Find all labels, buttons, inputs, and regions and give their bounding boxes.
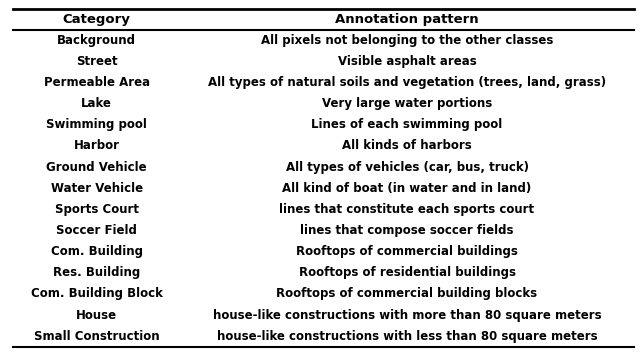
Text: All types of vehicles (car, bus, truck): All types of vehicles (car, bus, truck) — [285, 161, 529, 174]
Text: house-like constructions with less than 80 square meters: house-like constructions with less than … — [217, 330, 597, 342]
Text: Swimming pool: Swimming pool — [46, 118, 147, 131]
Text: Very large water portions: Very large water portions — [322, 97, 492, 110]
Text: Rooftops of commercial building blocks: Rooftops of commercial building blocks — [276, 287, 538, 300]
Text: Harbor: Harbor — [74, 139, 120, 152]
Text: All pixels not belonging to the other classes: All pixels not belonging to the other cl… — [261, 34, 553, 47]
Text: Sports Court: Sports Court — [54, 203, 139, 216]
Text: Lines of each swimming pool: Lines of each swimming pool — [312, 118, 502, 131]
Text: Visible asphalt areas: Visible asphalt areas — [338, 55, 476, 68]
Text: All kinds of harbors: All kinds of harbors — [342, 139, 472, 152]
Text: Com. Building: Com. Building — [51, 245, 143, 258]
Text: Annotation pattern: Annotation pattern — [335, 13, 479, 26]
Text: Com. Building Block: Com. Building Block — [31, 287, 163, 300]
Text: lines that compose soccer fields: lines that compose soccer fields — [300, 224, 514, 237]
Text: Lake: Lake — [81, 97, 112, 110]
Text: Rooftops of residential buildings: Rooftops of residential buildings — [298, 266, 515, 279]
Text: Small Construction: Small Construction — [34, 330, 159, 342]
Text: Res. Building: Res. Building — [53, 266, 140, 279]
Text: Category: Category — [63, 13, 131, 26]
Text: All kind of boat (in water and in land): All kind of boat (in water and in land) — [282, 182, 532, 195]
Text: house-like constructions with more than 80 square meters: house-like constructions with more than … — [212, 308, 602, 321]
Text: lines that constitute each sports court: lines that constitute each sports court — [280, 203, 534, 216]
Text: Permeable Area: Permeable Area — [44, 76, 150, 89]
Text: Street: Street — [76, 55, 117, 68]
Text: Background: Background — [57, 34, 136, 47]
Text: Soccer Field: Soccer Field — [56, 224, 137, 237]
Text: Rooftops of commercial buildings: Rooftops of commercial buildings — [296, 245, 518, 258]
Text: Ground Vehicle: Ground Vehicle — [46, 161, 147, 174]
Text: Water Vehicle: Water Vehicle — [51, 182, 143, 195]
Text: All types of natural soils and vegetation (trees, land, grass): All types of natural soils and vegetatio… — [208, 76, 606, 89]
Text: House: House — [76, 308, 117, 321]
